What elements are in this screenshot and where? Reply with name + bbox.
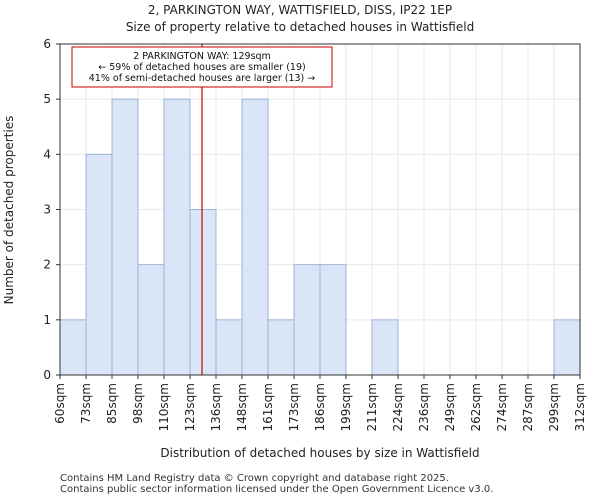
- x-tick-label: 224sqm: [391, 383, 405, 431]
- x-tick-label: 161sqm: [261, 383, 275, 431]
- x-axis-label: Distribution of detached houses by size …: [160, 446, 479, 460]
- x-tick-label: 123sqm: [183, 383, 197, 431]
- property-marker: 2 PARKINGTON WAY: 129sqm← 59% of detache…: [71, 44, 333, 375]
- bar-299sqm: [553, 319, 581, 376]
- y-tick-label: 4: [43, 147, 51, 161]
- x-tick-label: 287sqm: [521, 383, 535, 431]
- x-tick-label: 98sqm: [131, 383, 145, 424]
- x-axis-ticks: 60sqm 73sqm 85sqm 98sqm 110sqm 123sqm 136sqm 14…: [53, 375, 587, 431]
- bar-98sqm: [137, 264, 165, 376]
- bar-73sqm: [85, 153, 113, 376]
- bar-85sqm: [111, 98, 139, 376]
- marker-annotation-line: ← 59% of detached houses are smaller (19…: [98, 62, 305, 73]
- x-tick-label: 236sqm: [417, 383, 431, 431]
- bar-123sqm: [189, 209, 217, 376]
- x-tick-label: 262sqm: [469, 383, 483, 431]
- bar-211sqm: [371, 319, 399, 376]
- marker-annotation-line: 41% of semi-detached houses are larger (…: [89, 73, 316, 84]
- y-tick-label: 2: [43, 258, 51, 272]
- bar-110sqm: [163, 98, 191, 376]
- bar-148sqm: [241, 98, 269, 376]
- bar-186sqm: [319, 264, 347, 376]
- bar-136sqm: [215, 319, 243, 376]
- x-tick-label: 148sqm: [235, 383, 249, 431]
- y-tick-label: 1: [43, 313, 51, 327]
- footer-line-1: Contains HM Land Registry data © Crown c…: [60, 473, 449, 484]
- x-tick-label: 299sqm: [547, 383, 561, 431]
- x-tick-label: 85sqm: [105, 383, 119, 424]
- x-tick-label: 312sqm: [573, 383, 587, 431]
- marker-annotation-line: 2 PARKINGTON WAY: 129sqm: [133, 51, 271, 62]
- x-tick-label: 199sqm: [339, 383, 353, 431]
- bars: [59, 98, 581, 376]
- bar-173sqm: [293, 264, 321, 376]
- x-tick-label: 110sqm: [157, 383, 171, 431]
- y-axis-ticks: 0 1 2 3 4 5 6: [43, 37, 60, 382]
- bar-60sqm: [59, 319, 87, 376]
- x-tick-label: 186sqm: [313, 383, 327, 431]
- chart-subtitle: Size of property relative to detached ho…: [126, 20, 474, 34]
- footer-attribution: Contains HM Land Registry data © Crown c…: [60, 473, 493, 495]
- y-tick-label: 6: [43, 37, 51, 51]
- y-tick-label: 0: [43, 368, 51, 382]
- x-tick-label: 73sqm: [79, 383, 93, 424]
- y-axis-label: Number of detached properties: [2, 116, 16, 305]
- footer-line-2: Contains public sector information licen…: [60, 484, 494, 495]
- x-tick-label: 136sqm: [209, 383, 223, 431]
- bar-161sqm: [267, 319, 295, 376]
- x-tick-label: 249sqm: [443, 383, 457, 431]
- y-tick-label: 5: [43, 92, 51, 106]
- x-tick-label: 60sqm: [53, 383, 67, 424]
- chart-title: 2, PARKINGTON WAY, WATTISFIELD, DISS, IP…: [148, 3, 452, 17]
- x-tick-label: 211sqm: [365, 383, 379, 431]
- marker-annotation-box: [71, 46, 333, 88]
- y-tick-label: 3: [43, 203, 51, 217]
- x-tick-label: 274sqm: [495, 383, 509, 431]
- x-tick-label: 173sqm: [287, 383, 301, 431]
